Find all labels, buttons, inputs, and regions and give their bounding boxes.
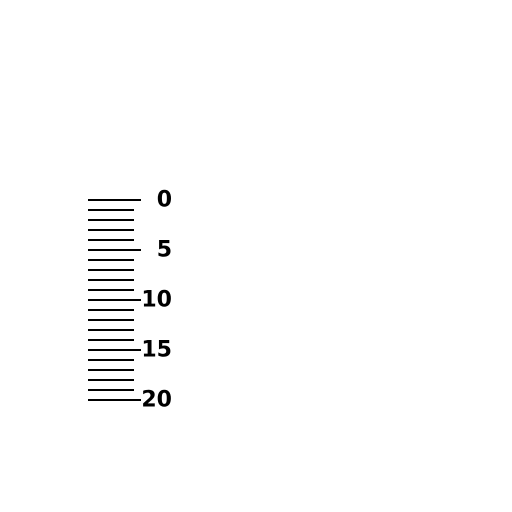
tick-label-5: 5 xyxy=(157,238,172,263)
tick-label-0: 0 xyxy=(157,188,172,213)
tick-labels: 0 5 10 15 20 xyxy=(141,188,172,413)
tick-label-10: 10 xyxy=(141,288,172,313)
tick-label-20: 20 xyxy=(141,388,172,413)
tick-label-15: 15 xyxy=(141,338,172,363)
tick-marks xyxy=(88,199,141,401)
